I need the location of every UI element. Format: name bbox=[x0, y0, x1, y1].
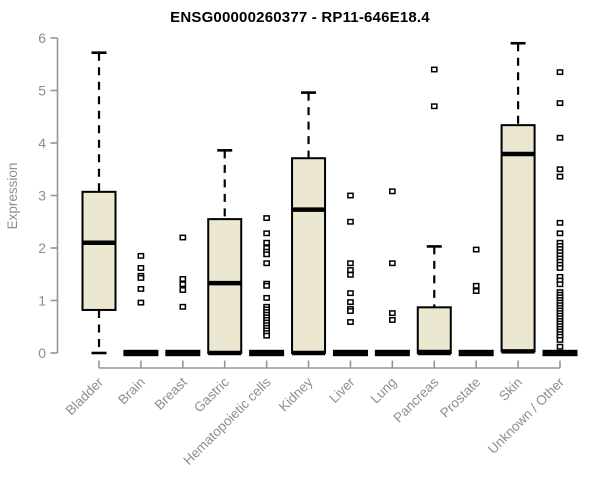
zero-bar bbox=[123, 349, 159, 357]
zero-bar bbox=[332, 349, 368, 357]
y-axis-label: Expression bbox=[5, 163, 20, 230]
outlier-point bbox=[347, 299, 354, 306]
box-breast bbox=[165, 234, 201, 357]
outlier-point bbox=[556, 230, 564, 237]
outlier-point bbox=[389, 316, 396, 323]
outlier-point bbox=[556, 343, 564, 350]
outlier-point bbox=[389, 310, 396, 317]
outlier-point bbox=[137, 265, 145, 271]
x-category-label: Pancreas bbox=[390, 374, 441, 425]
outlier-point bbox=[556, 173, 564, 180]
outlier-point bbox=[347, 260, 354, 267]
iqr-box bbox=[416, 306, 452, 355]
zero-bar bbox=[165, 349, 201, 357]
outlier-point bbox=[556, 336, 564, 343]
outlier-point bbox=[556, 69, 564, 76]
outlier-point bbox=[556, 265, 564, 271]
y-tick-label: 3 bbox=[38, 188, 46, 204]
y-tick-label: 5 bbox=[38, 83, 46, 99]
x-category-label: Prostate bbox=[437, 375, 483, 421]
outlier-point bbox=[263, 251, 270, 258]
outlier-point bbox=[556, 134, 564, 141]
box-lung bbox=[374, 188, 410, 357]
iqr-box bbox=[500, 124, 536, 353]
y-tick-label: 4 bbox=[38, 135, 46, 151]
box-skin bbox=[500, 41, 536, 354]
outlier-point bbox=[263, 282, 270, 289]
x-category-label: Unknown / Other bbox=[485, 374, 568, 457]
iqr-box bbox=[207, 218, 243, 354]
box-unknown-other bbox=[542, 69, 578, 357]
outlier-point bbox=[556, 100, 564, 107]
outlier-point bbox=[389, 188, 396, 195]
outlier-point bbox=[137, 286, 145, 292]
x-category-label: Brain bbox=[115, 375, 148, 408]
y-tick-label: 2 bbox=[38, 240, 46, 256]
chart-title: ENSG00000260377 - RP11-646E18.4 bbox=[170, 9, 430, 26]
iqr-box bbox=[81, 190, 117, 311]
outlier-point bbox=[472, 282, 480, 289]
outlier-point bbox=[556, 166, 564, 173]
outlier-point bbox=[179, 287, 187, 293]
outlier-point bbox=[472, 288, 480, 295]
outlier-point bbox=[472, 246, 480, 253]
outlier-point bbox=[556, 219, 564, 226]
x-category-label: Skin bbox=[496, 375, 525, 404]
outlier-point bbox=[347, 218, 354, 225]
outlier-point bbox=[263, 230, 270, 237]
x-category-label: Lung bbox=[368, 375, 400, 407]
box-liver bbox=[332, 192, 368, 357]
x-category-label: Bladder bbox=[63, 374, 107, 418]
outlier-point bbox=[263, 260, 270, 267]
y-tick-label: 6 bbox=[38, 30, 46, 46]
box-bladder bbox=[81, 51, 117, 355]
zero-bar bbox=[542, 349, 578, 357]
y-tick-label: 1 bbox=[38, 293, 46, 309]
outlier-point bbox=[179, 281, 187, 288]
x-category-label: Breast bbox=[152, 374, 190, 412]
box-kidney bbox=[291, 91, 327, 356]
x-category-label: Liver bbox=[326, 374, 358, 406]
box-pancreas bbox=[416, 66, 452, 356]
outlier-point bbox=[179, 234, 187, 241]
outlier-point bbox=[556, 281, 564, 288]
outlier-point bbox=[263, 294, 270, 301]
box-brain bbox=[123, 252, 159, 357]
outlier-point bbox=[263, 215, 270, 222]
outlier-point bbox=[137, 274, 145, 281]
outlier-point bbox=[137, 252, 145, 259]
outlier-point bbox=[347, 192, 354, 199]
outlier-point bbox=[263, 239, 270, 246]
iqr-box bbox=[291, 157, 327, 354]
zero-bar bbox=[458, 349, 494, 357]
outlier-point bbox=[347, 267, 354, 274]
box-hematopoietic-cells bbox=[249, 215, 285, 357]
outlier-point bbox=[263, 332, 270, 339]
box-series bbox=[81, 41, 578, 357]
outlier-point bbox=[347, 319, 354, 325]
outlier-point bbox=[430, 66, 438, 73]
outlier-point bbox=[179, 276, 187, 282]
box-prostate bbox=[458, 246, 494, 357]
x-category-label: Gastric bbox=[191, 374, 232, 415]
y-tick-label: 0 bbox=[38, 345, 46, 361]
box-gastric bbox=[207, 149, 243, 356]
zero-bar bbox=[249, 349, 285, 357]
zero-bar bbox=[374, 349, 410, 357]
outlier-point bbox=[137, 299, 145, 306]
x-category-label: Kidney bbox=[276, 374, 316, 414]
outlier-point bbox=[347, 271, 354, 278]
outlier-point bbox=[430, 103, 438, 110]
outlier-point bbox=[347, 308, 354, 314]
outlier-point bbox=[347, 290, 354, 297]
outlier-point bbox=[389, 260, 396, 267]
outlier-point bbox=[179, 303, 187, 310]
